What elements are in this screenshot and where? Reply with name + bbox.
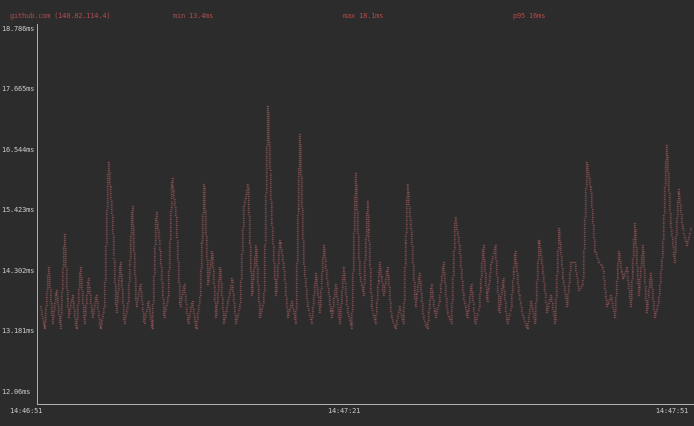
x-axis-line (37, 404, 694, 405)
y-axis-line (37, 24, 38, 405)
y-tick-label: 12.06ms (2, 388, 31, 396)
x-tick-label-mid: 14:47:21 (328, 407, 361, 415)
x-tick-label-start: 14:46:51 (10, 407, 43, 415)
stat-min-label: min 13.4ms (173, 12, 214, 20)
y-tick-label: 17.665ms (2, 85, 35, 93)
stat-p95-label: p95 16ms (513, 12, 546, 20)
y-tick-label: 18.786ms (2, 25, 35, 33)
stat-max-label: max 18.1ms (343, 12, 384, 20)
y-tick-label: 14.302ms (2, 267, 35, 275)
y-tick-label: 16.544ms (2, 146, 35, 154)
target-host-label: github.com (140.82.114.4) (10, 12, 111, 20)
y-tick-label: 15.423ms (2, 206, 35, 214)
y-tick-label: 13.181ms (2, 327, 35, 335)
x-tick-label-end: 14:47:51 (655, 407, 688, 415)
